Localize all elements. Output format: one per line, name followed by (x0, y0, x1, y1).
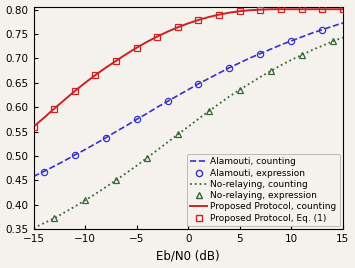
X-axis label: Eb/N0 (dB): Eb/N0 (dB) (156, 250, 220, 262)
Legend: Alamouti, counting, Alamouti, expression, No-relaying, counting, No-relaying, ex: Alamouti, counting, Alamouti, expression… (187, 154, 340, 226)
